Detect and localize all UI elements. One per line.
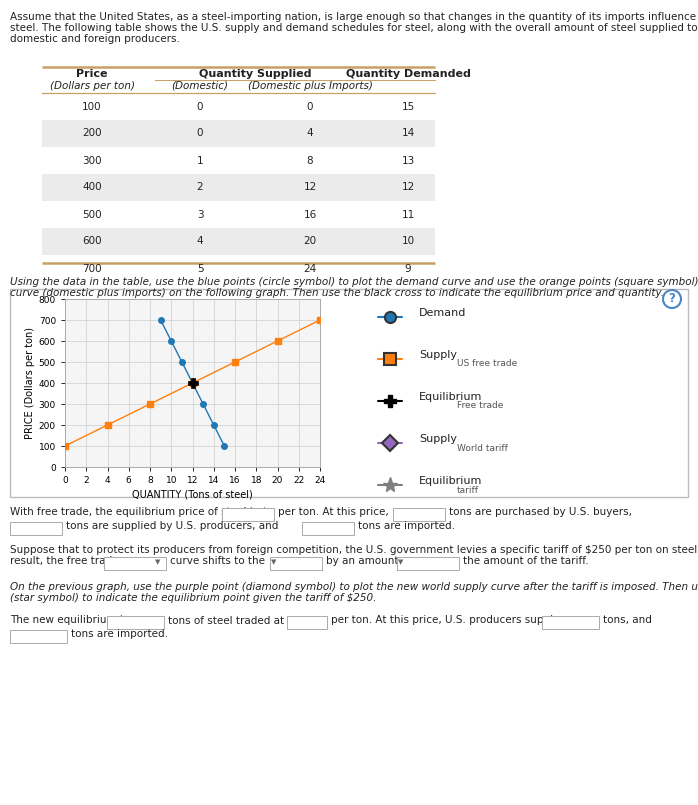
Text: domestic and foreign producers.: domestic and foreign producers. xyxy=(10,34,180,44)
Y-axis label: PRICE (Dollars per ton): PRICE (Dollars per ton) xyxy=(24,327,35,439)
Bar xyxy=(42,120,435,147)
Text: ▼: ▼ xyxy=(399,559,403,565)
Bar xyxy=(542,616,599,629)
Text: curve shifts to the: curve shifts to the xyxy=(170,556,265,566)
Text: 400: 400 xyxy=(82,183,102,192)
Text: 0: 0 xyxy=(197,129,203,138)
Text: 100: 100 xyxy=(82,101,102,112)
Text: result, the free trade: result, the free trade xyxy=(10,556,119,566)
Text: Equilibrium: Equilibrium xyxy=(419,392,482,402)
Text: per ton. At this price, U.S. producers supply: per ton. At this price, U.S. producers s… xyxy=(331,615,559,625)
Text: 2: 2 xyxy=(197,183,203,192)
Text: 700: 700 xyxy=(82,263,102,274)
Text: With free trade, the equilibrium price of steel is $: With free trade, the equilibrium price o… xyxy=(10,507,268,517)
Text: tons are imported.: tons are imported. xyxy=(71,629,168,639)
Text: 200: 200 xyxy=(82,129,102,138)
Bar xyxy=(287,616,327,629)
Text: (Domestic): (Domestic) xyxy=(172,81,228,91)
Text: 24: 24 xyxy=(304,263,317,274)
Text: Free trade: Free trade xyxy=(457,402,503,411)
Text: 14: 14 xyxy=(401,129,415,138)
Text: 20: 20 xyxy=(304,237,317,246)
Text: On the previous graph, use the purple point (diamond symbol) to plot the new wor: On the previous graph, use the purple po… xyxy=(10,582,698,592)
Bar xyxy=(10,630,67,643)
X-axis label: QUANTITY (Tons of steel): QUANTITY (Tons of steel) xyxy=(132,489,253,499)
Text: Assume that the United States, as a steel-importing nation, is large enough so t: Assume that the United States, as a stee… xyxy=(10,12,698,22)
Text: Quantity Supplied: Quantity Supplied xyxy=(199,69,311,79)
Text: ?: ? xyxy=(669,292,676,306)
Text: Supply: Supply xyxy=(419,434,457,444)
Text: tons are purchased by U.S. buyers,: tons are purchased by U.S. buyers, xyxy=(449,507,632,517)
Text: 1: 1 xyxy=(197,155,203,166)
Text: (Domestic plus Imports): (Domestic plus Imports) xyxy=(248,81,373,91)
Bar xyxy=(10,522,62,535)
Bar xyxy=(397,557,459,570)
Text: 0: 0 xyxy=(306,101,313,112)
Text: 600: 600 xyxy=(82,237,102,246)
Text: 13: 13 xyxy=(401,155,415,166)
FancyBboxPatch shape xyxy=(10,289,688,497)
Text: 12: 12 xyxy=(304,183,317,192)
Text: tariff: tariff xyxy=(457,485,479,494)
Text: 0: 0 xyxy=(197,101,203,112)
Text: 15: 15 xyxy=(401,101,415,112)
Text: tons, and: tons, and xyxy=(603,615,652,625)
Bar xyxy=(222,508,274,521)
Text: Using the data in the table, use the blue points (circle symbol) to plot the dem: Using the data in the table, use the blu… xyxy=(10,277,698,287)
Text: 16: 16 xyxy=(304,209,317,220)
Text: 12: 12 xyxy=(401,183,415,192)
Text: 9: 9 xyxy=(405,263,411,274)
Text: by an amount: by an amount xyxy=(326,556,399,566)
Text: ▼: ▼ xyxy=(156,559,161,565)
Text: curve (domestic plus imports) on the following graph. Then use the black cross t: curve (domestic plus imports) on the fol… xyxy=(10,288,664,298)
Text: Demand: Demand xyxy=(419,308,466,318)
Text: US free trade: US free trade xyxy=(457,360,517,369)
Bar xyxy=(42,174,435,201)
Text: per ton. At this price,: per ton. At this price, xyxy=(278,507,389,517)
Bar xyxy=(107,616,164,629)
Text: Equilibrium: Equilibrium xyxy=(419,476,482,486)
Text: World tariff: World tariff xyxy=(457,444,508,452)
Text: 4: 4 xyxy=(306,129,313,138)
Text: tons of steel traded at $: tons of steel traded at $ xyxy=(168,615,294,625)
Bar xyxy=(270,557,322,570)
Text: steel. The following table shows the U.S. supply and demand schedules for steel,: steel. The following table shows the U.S… xyxy=(10,23,698,33)
Text: 300: 300 xyxy=(82,155,102,166)
Bar xyxy=(302,522,354,535)
Text: 500: 500 xyxy=(82,209,102,220)
Bar xyxy=(104,557,166,570)
Text: 3: 3 xyxy=(197,209,203,220)
Text: 8: 8 xyxy=(306,155,313,166)
Text: (Dollars per ton): (Dollars per ton) xyxy=(50,81,135,91)
Text: 10: 10 xyxy=(401,237,415,246)
Text: The new equilibrium is: The new equilibrium is xyxy=(10,615,128,625)
Text: tons are supplied by U.S. producers, and: tons are supplied by U.S. producers, and xyxy=(66,521,279,531)
Text: (star symbol) to indicate the equilibrium point given the tariff of $250.: (star symbol) to indicate the equilibriu… xyxy=(10,593,376,603)
Text: 11: 11 xyxy=(401,209,415,220)
Text: ▼: ▼ xyxy=(272,559,276,565)
Text: Supply: Supply xyxy=(419,350,457,360)
Text: 4: 4 xyxy=(197,237,203,246)
Text: 5: 5 xyxy=(197,263,203,274)
Bar xyxy=(42,228,435,255)
Text: Price: Price xyxy=(76,69,107,79)
Text: Suppose that to protect its producers from foreign competition, the U.S. governm: Suppose that to protect its producers fr… xyxy=(10,545,698,555)
Text: tons are imported.: tons are imported. xyxy=(358,521,455,531)
Bar xyxy=(393,508,445,521)
Text: the amount of the tariff.: the amount of the tariff. xyxy=(463,556,588,566)
Text: Quantity Demanded: Quantity Demanded xyxy=(346,69,470,79)
